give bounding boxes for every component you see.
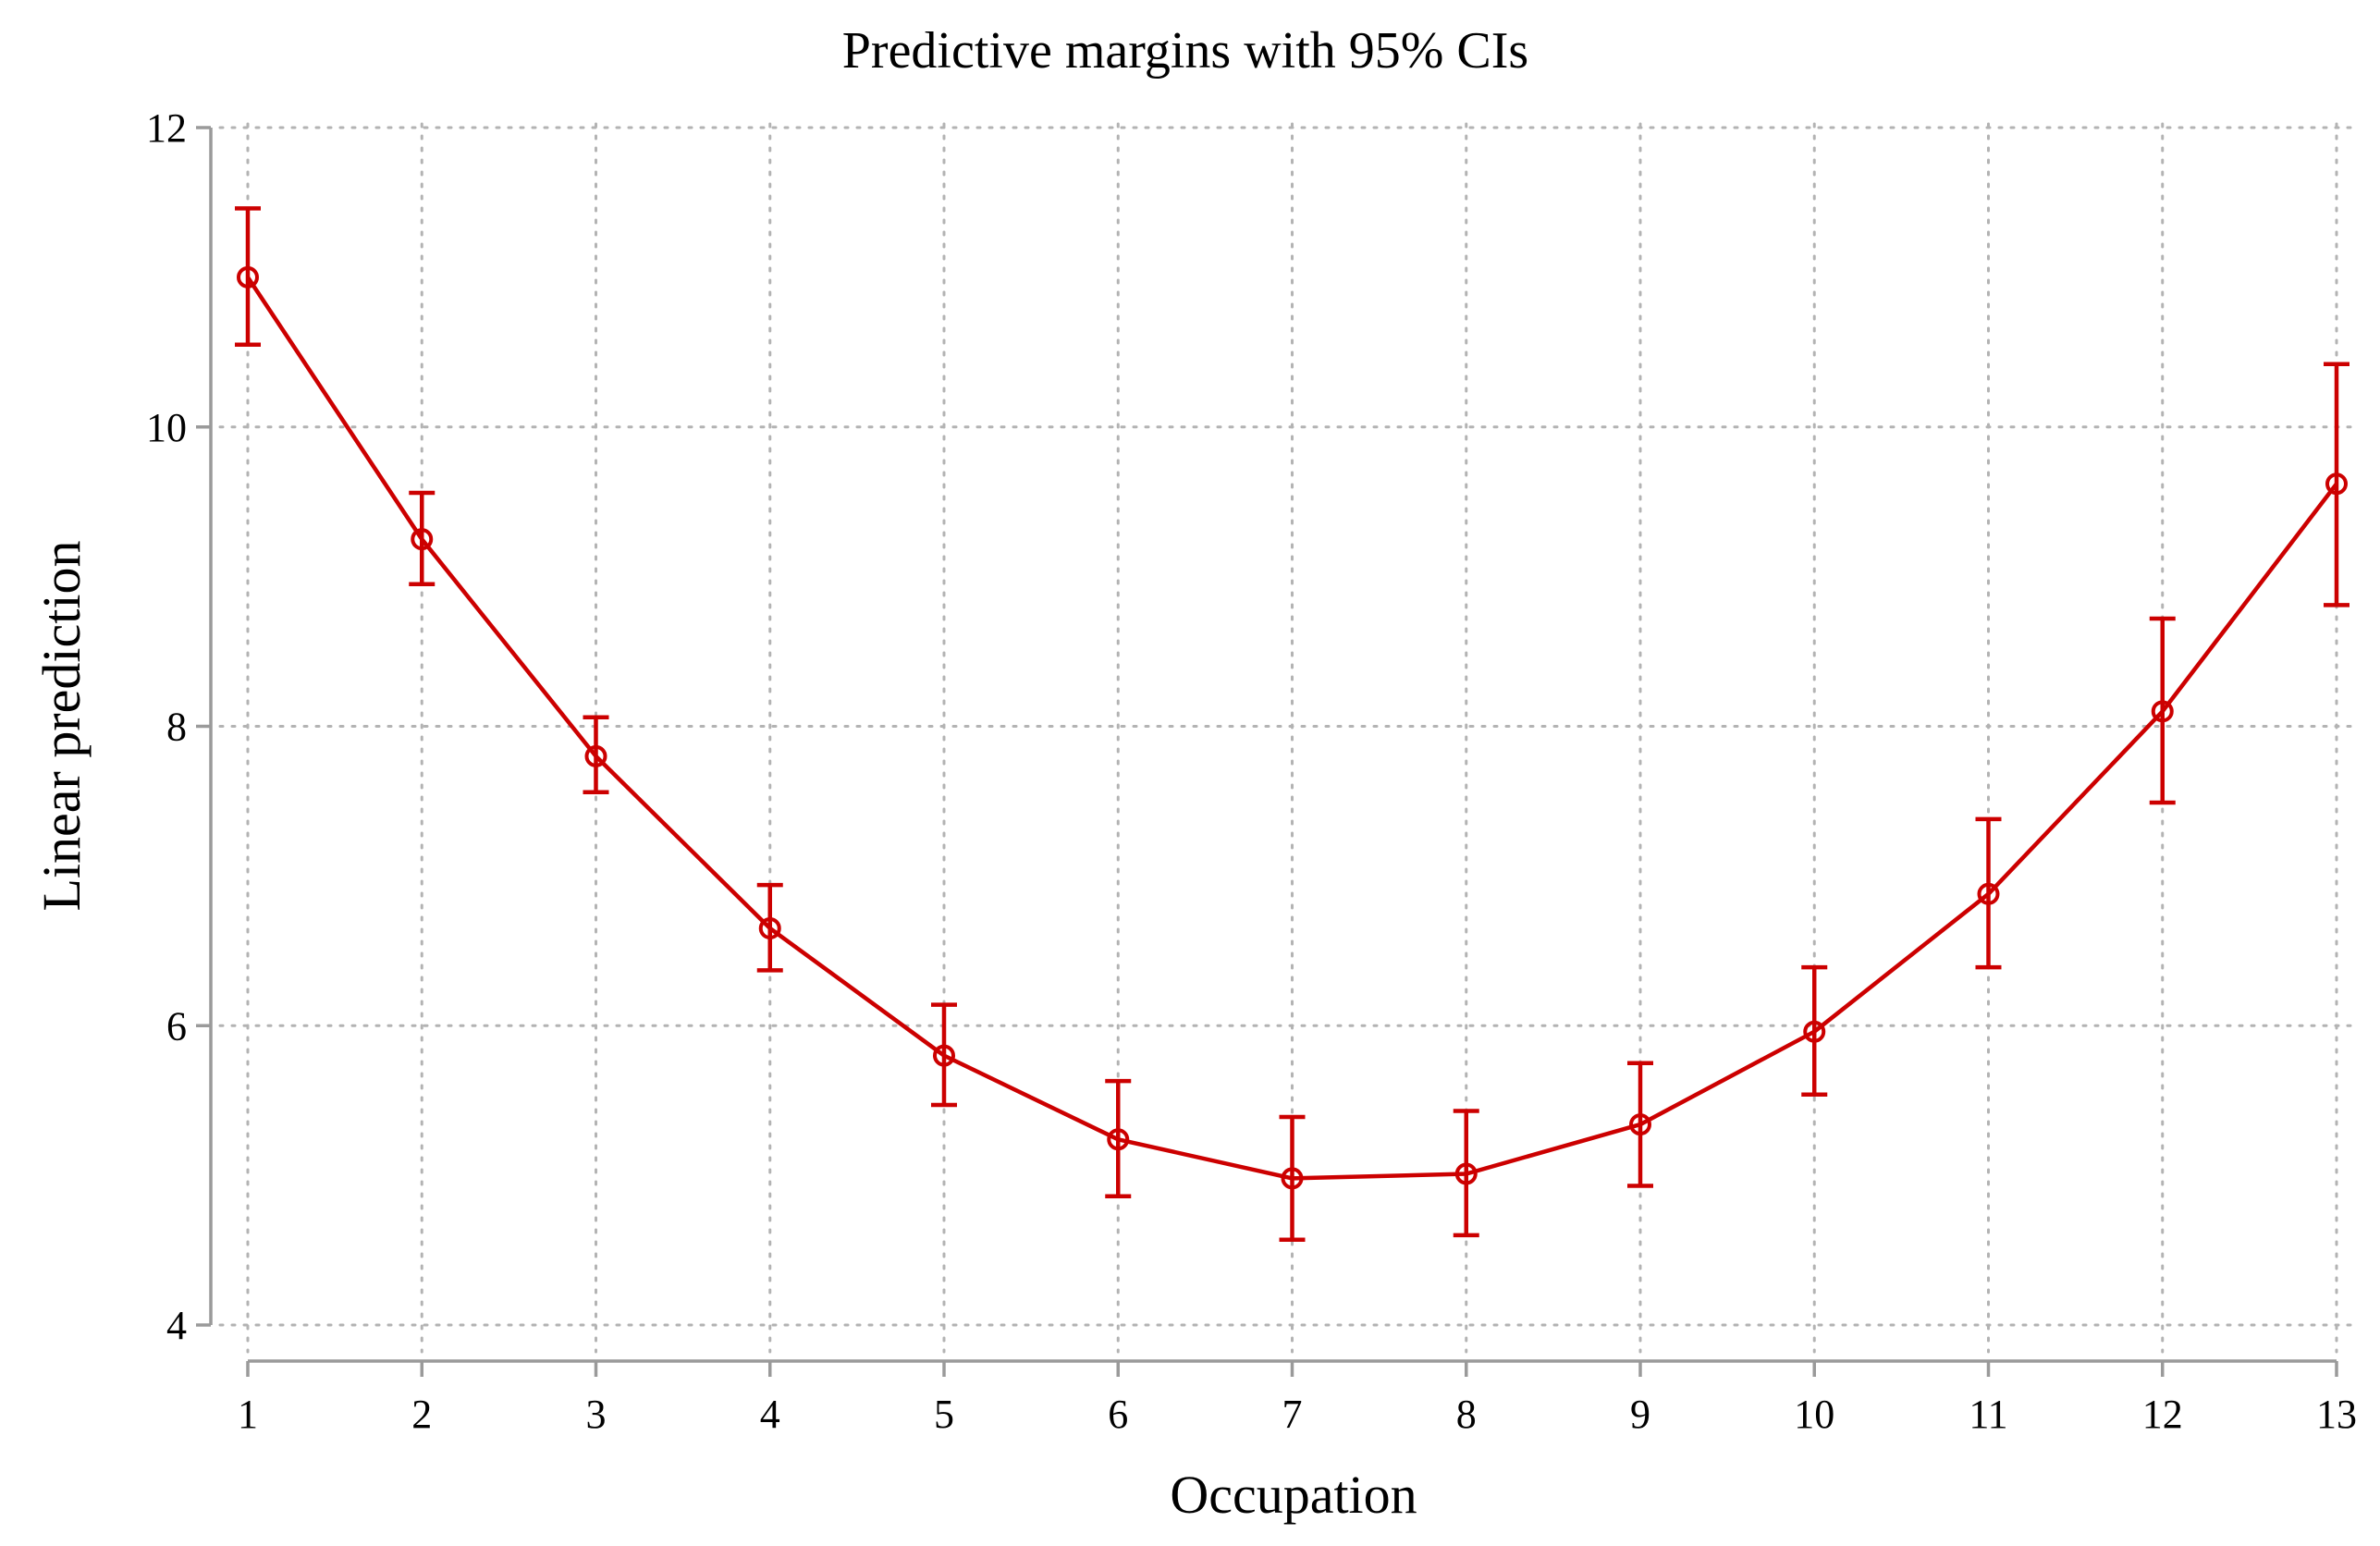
data-point-5 xyxy=(933,1044,955,1067)
y-axis-label: Linear prediction xyxy=(31,541,92,912)
x-tick-label-10: 10 xyxy=(1794,1392,1834,1437)
x-tick-label-8: 8 xyxy=(1456,1392,1477,1437)
x-tick-label-5: 5 xyxy=(934,1392,954,1437)
data-point-7 xyxy=(1281,1167,1304,1190)
x-axis-label: Occupation xyxy=(1170,1465,1417,1525)
data-point-6 xyxy=(1107,1128,1130,1151)
x-tick-label-11: 11 xyxy=(1969,1392,2007,1437)
y-tick-label-12: 12 xyxy=(146,105,187,151)
data-point-1 xyxy=(237,265,259,288)
grid-lines xyxy=(218,122,2359,1354)
x-tick-label-9: 9 xyxy=(1630,1392,1650,1437)
x-tick-label-4: 4 xyxy=(760,1392,780,1437)
data-point-13 xyxy=(2325,472,2348,496)
data-point-4 xyxy=(758,917,781,940)
data-series xyxy=(235,206,2349,1242)
data-point-9 xyxy=(1629,1113,1651,1136)
data-point-10 xyxy=(1803,1020,1826,1043)
data-point-12 xyxy=(2151,700,2174,723)
y-tick-label-10: 10 xyxy=(146,405,187,450)
data-point-8 xyxy=(1454,1162,1478,1185)
data-point-2 xyxy=(411,528,434,551)
y-tick-label-8: 8 xyxy=(166,705,187,750)
x-tick-label-3: 3 xyxy=(586,1392,607,1437)
y-tick-label-4: 4 xyxy=(166,1303,187,1348)
data-point-11 xyxy=(1977,882,2000,905)
axes xyxy=(196,126,2338,1377)
y-tick-label-6: 6 xyxy=(166,1003,187,1049)
x-tick-label-13: 13 xyxy=(2316,1392,2357,1437)
x-tick-label-2: 2 xyxy=(411,1392,432,1437)
x-tick-label-1: 1 xyxy=(238,1392,258,1437)
x-tick-label-12: 12 xyxy=(2142,1392,2183,1437)
data-point-3 xyxy=(584,744,607,767)
x-tick-label-7: 7 xyxy=(1282,1392,1303,1437)
chart-title: Predictive margins with 95% CIs xyxy=(842,22,1528,80)
x-tick-label-6: 6 xyxy=(1108,1392,1128,1437)
